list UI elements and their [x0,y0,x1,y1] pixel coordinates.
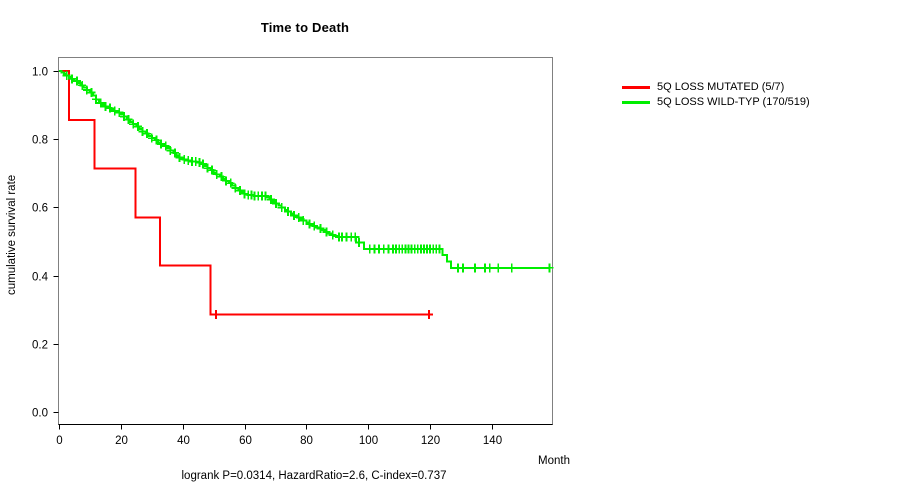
censor-mark [261,191,270,201]
censor-mark [208,165,217,175]
censor-mark [133,122,142,132]
censor-mark [355,238,364,248]
x-tick-label: 40 [177,435,190,447]
legend-swatch-green-line [622,101,650,104]
censor-mark [175,153,184,163]
y-tick-label: 0.0 [32,408,48,420]
x-tick-label: 20 [115,435,128,447]
x-tick-label: 0 [56,435,62,447]
censor-mark [212,169,221,179]
censor-mark [195,158,204,168]
censor-mark [203,163,212,173]
x-tick-label: 100 [359,435,378,447]
censor-mark [310,221,319,231]
censor-mark [129,119,138,129]
censor-mark [96,98,105,108]
censor-mark [235,185,244,195]
censor-mark [157,139,166,149]
x-tick-label: 60 [239,435,252,447]
censor-mark [119,112,128,122]
x-tick-label: 120 [421,435,440,447]
censor-mark [110,106,119,116]
censor-mark [106,103,115,113]
censor-mark [180,154,189,164]
y-axis-label: cumulative survival rate [6,174,18,296]
censor-mark [170,148,179,158]
censor-mark [115,108,124,118]
censor-mark [240,189,249,199]
censor-mark [82,85,91,95]
censor-mark [266,195,275,205]
censor-mark [199,159,208,169]
censor-mark [124,114,133,124]
censor-mark [231,183,240,193]
censor-mark [470,263,479,273]
y-tick-label: 0.8 [32,135,48,147]
y-tick-label: 0.2 [32,340,48,352]
survival-curve-mutated [59,70,429,316]
censor-mark [458,263,467,273]
censor-mark [545,263,554,273]
y-tick-label: 0.4 [32,272,49,284]
legend-label: 5Q LOSS WILD-TYP (170/519) [657,96,810,108]
censor-mark [305,219,314,229]
censor-mark [299,216,308,226]
stats-annotation: logrank P=0.0314, HazardRatio=2.6, C-ind… [181,470,447,482]
censor-mark [277,203,286,213]
censor-mark [87,87,96,97]
y-tick-label: 0.6 [32,203,48,215]
legend-item-wildtype: 5Q LOSS WILD-TYP (170/519) [622,95,810,110]
legend-label: 5Q LOSS MUTATED (5/7) [657,81,785,93]
legend-item-mutated: 5Q LOSS MUTATED (5/7) [622,80,810,95]
legend-swatch-red-line [622,86,650,89]
x-axis-label: Month [538,455,570,467]
plot-box [58,57,553,425]
censor-mark [222,176,231,186]
censor-mark [272,199,281,209]
censor-mark [161,141,170,151]
censor-mark [138,126,147,136]
censor-mark [290,211,299,221]
censor-mark [226,178,235,188]
censor-mark [328,230,337,240]
censor-mark [507,263,516,273]
censor-mark [435,244,444,254]
censor-mark [485,263,494,273]
censor-mark [78,80,87,90]
censor-mark [143,129,152,139]
legend: 5Q LOSS MUTATED (5/7) 5Q LOSS WILD-TYP (… [622,80,810,110]
censor-mark [294,212,303,222]
censor-mark [147,133,156,143]
censor-mark [152,135,161,145]
censor-mark [92,94,101,104]
censor-mark [62,70,71,80]
censor-mark [316,224,325,234]
censor-mark [67,74,76,84]
censor-mark [217,172,226,182]
censor-mark [101,101,110,111]
censor-mark [184,156,193,166]
censor-mark [494,263,503,273]
censor-mark [351,232,360,242]
censor-mark [322,227,331,237]
x-tick-label: 80 [300,435,313,447]
y-tick-label: 1.0 [32,67,48,79]
chart-title: Time to Death [260,20,350,35]
x-tick-label: 140 [483,435,502,447]
censor-mark [72,76,81,86]
censor-mark [166,145,175,155]
censor-mark [424,309,433,319]
censor-mark [191,157,200,167]
censor-mark [212,309,221,319]
censor-mark [283,206,292,216]
